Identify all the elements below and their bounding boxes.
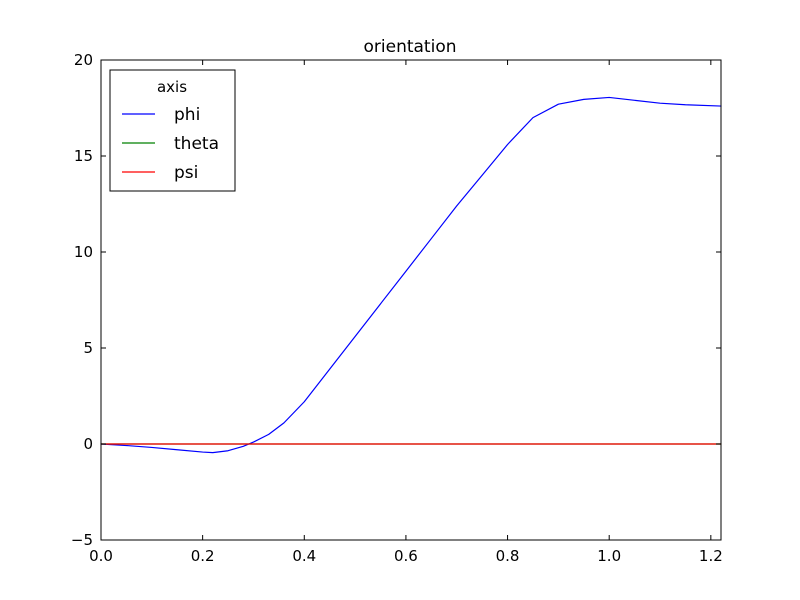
legend: axis phi theta psi [109, 69, 236, 192]
y-tick-label: −5 [71, 531, 93, 549]
legend-label-theta: theta [174, 134, 219, 154]
x-tick-label: 0.4 [292, 547, 316, 565]
plot-frame [100, 59, 722, 541]
x-tick-label: 0.8 [496, 547, 520, 565]
y-tick-labels: 20 15 10 5 0 −5 [71, 51, 93, 549]
legend-label-psi: psi [174, 163, 198, 183]
y-tick-label: 15 [74, 147, 93, 165]
y-tick-label: 0 [83, 435, 93, 453]
x-tick-labels: 0.0 0.2 0.4 0.6 0.8 1.0 1.2 [89, 547, 723, 565]
x-tick-label: 0.0 [89, 547, 113, 565]
x-tick-label: 0.6 [394, 547, 418, 565]
y-tick-label: 5 [83, 339, 93, 357]
plot-lines [100, 96, 722, 454]
x-tick-label: 0.2 [191, 547, 215, 565]
chart-title: orientation [364, 37, 457, 57]
legend-label-phi: phi [174, 105, 200, 125]
legend-title: axis [157, 78, 187, 96]
series-line-phi [100, 96, 722, 454]
axis-ticks [100, 59, 721, 541]
x-tick-label: 1.2 [699, 547, 723, 565]
legend-box [109, 69, 236, 192]
x-tick-label: 1.0 [597, 547, 621, 565]
y-tick-label: 20 [74, 51, 93, 69]
y-tick-label: 10 [74, 243, 93, 261]
